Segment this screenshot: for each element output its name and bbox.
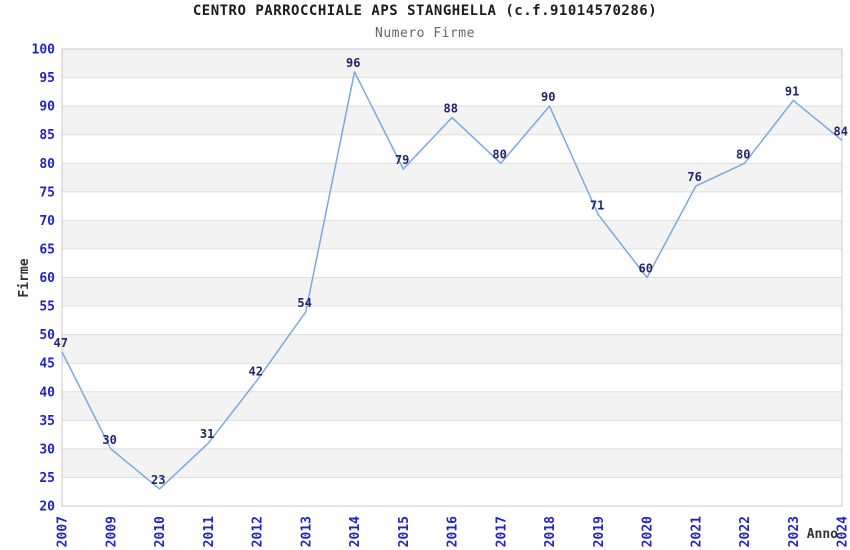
chart-subtitle: Numero Firme xyxy=(375,26,475,41)
point-label: 80 xyxy=(492,147,506,161)
point-label: 80 xyxy=(736,147,750,161)
point-label: 42 xyxy=(249,364,263,378)
point-label: 71 xyxy=(590,199,604,213)
y-tick-label: 80 xyxy=(39,157,55,172)
point-label: 84 xyxy=(834,124,848,138)
point-label: 91 xyxy=(785,84,799,98)
plot-band xyxy=(62,448,842,478)
plot-band xyxy=(62,106,842,135)
y-tick-label: 55 xyxy=(39,300,55,315)
y-tick-label: 40 xyxy=(39,385,55,400)
y-tick-label: 90 xyxy=(39,100,55,115)
y-tick-label: 85 xyxy=(39,128,55,143)
y-tick-label: 30 xyxy=(39,442,55,457)
data-line xyxy=(61,71,843,490)
x-axis-title: Anno xyxy=(807,527,838,542)
x-tick-label: 2013 xyxy=(299,516,314,547)
plot-border xyxy=(61,48,843,507)
chart-title: CENTRO PARROCCHIALE APS STANGHELLA (c.f.… xyxy=(192,3,658,19)
y-tick-label: 35 xyxy=(39,414,55,429)
x-tick-label: 2019 xyxy=(592,516,607,547)
y-tick-label: 95 xyxy=(39,71,55,86)
x-tick-label: 2007 xyxy=(56,516,71,547)
y-tick-label: 50 xyxy=(39,328,55,343)
plot-band xyxy=(62,391,842,421)
point-label: 76 xyxy=(687,170,701,184)
point-label: 23 xyxy=(151,473,165,487)
point-label: 60 xyxy=(639,262,653,276)
x-tick-label: 2014 xyxy=(348,516,363,547)
point-label: 54 xyxy=(297,296,311,310)
point-label: 47 xyxy=(54,336,68,350)
point-label: 79 xyxy=(395,153,409,167)
y-axis-title: Firme xyxy=(17,258,32,297)
point-label: 90 xyxy=(541,90,555,104)
x-tick-label: 2009 xyxy=(104,516,119,547)
y-tick-label: 25 xyxy=(39,471,55,486)
x-tick-label: 2010 xyxy=(153,516,168,547)
x-tick-label: 2017 xyxy=(494,516,509,547)
y-tick-label: 65 xyxy=(39,242,55,257)
x-tick-label: 2022 xyxy=(738,516,753,547)
x-tick-label: 2023 xyxy=(787,516,802,547)
plot-band xyxy=(62,334,842,364)
y-tick-label: 60 xyxy=(39,271,55,286)
point-label: 31 xyxy=(200,427,214,441)
x-tick-label: 2012 xyxy=(251,516,266,547)
x-tick-label: 2015 xyxy=(397,516,412,547)
y-tick-label: 75 xyxy=(39,185,55,200)
y-tick-label: 45 xyxy=(39,357,55,372)
x-tick-label: 2018 xyxy=(543,516,558,547)
plot-band xyxy=(62,277,842,307)
point-label: 30 xyxy=(102,433,116,447)
plot-band xyxy=(62,220,842,249)
y-tick-label: 70 xyxy=(39,214,55,229)
x-tick-label: 2016 xyxy=(446,516,461,547)
point-label: 96 xyxy=(346,56,360,70)
x-tick-label: 2011 xyxy=(202,516,217,547)
y-tick-label: 100 xyxy=(32,43,56,58)
x-tick-label: 2020 xyxy=(641,516,656,547)
y-tick-label: 20 xyxy=(39,500,55,515)
plot-band xyxy=(62,49,842,78)
point-label: 88 xyxy=(444,102,458,116)
x-tick-label: 2021 xyxy=(689,516,704,547)
x-tick-label: 2024 xyxy=(836,516,850,547)
plot-band xyxy=(62,163,842,192)
